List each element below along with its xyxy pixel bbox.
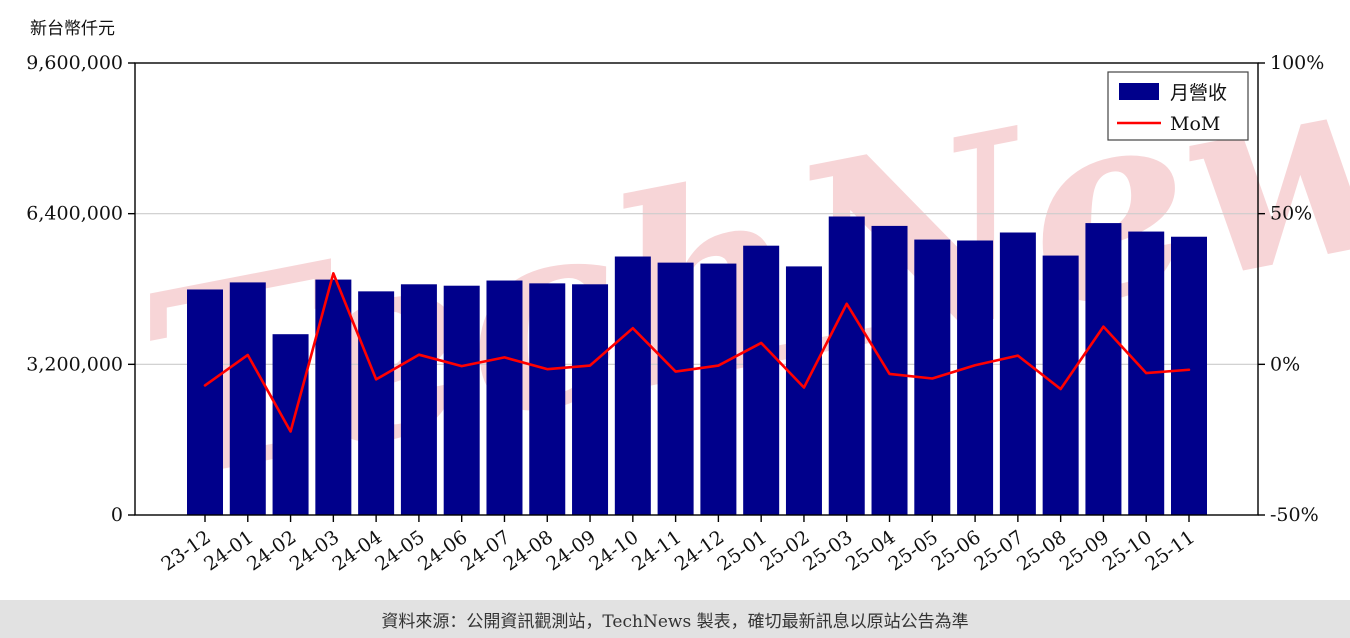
- x-axis-tick-label: 25-08: [1013, 526, 1070, 575]
- x-axis-tick-label: 24-12: [671, 526, 728, 575]
- revenue-bar: [229, 282, 266, 515]
- revenue-bar: [957, 240, 994, 516]
- x-axis-tick-label: 25-10: [1099, 526, 1156, 575]
- revenue-bar: [871, 225, 908, 516]
- legend: 月營收 MoM: [1107, 71, 1249, 141]
- x-axis-tick-label: 25-03: [799, 526, 856, 575]
- right-axis-tick-label: -50%: [1270, 504, 1319, 526]
- revenue-bar: [785, 266, 822, 515]
- right-axis-tick-label: 0%: [1270, 353, 1300, 375]
- revenue-bar: [999, 232, 1036, 515]
- y-axis-title: 新台幣仟元: [30, 19, 115, 39]
- x-axis-tick-label: 24-03: [286, 526, 343, 575]
- x-axis-tick-label: 24-10: [585, 526, 642, 575]
- left-axis-tick-label: 0: [111, 504, 123, 526]
- revenue-bar: [315, 279, 352, 515]
- x-axis-tick-label: 24-07: [457, 526, 514, 575]
- x-axis-tick-label: 24-08: [500, 526, 557, 575]
- legend-line-label: MoM: [1170, 113, 1220, 135]
- legend-bar-swatch: [1119, 83, 1159, 100]
- revenue-chart: TechNews03,200,0006,400,0009,600,000-50%…: [26, 0, 1350, 576]
- revenue-bar: [443, 285, 480, 515]
- x-axis-tick-label: 24-04: [329, 526, 386, 575]
- right-axis-tick-label: 100%: [1270, 52, 1324, 74]
- revenue-bar: [358, 291, 395, 515]
- x-axis-tick-label: 24-11: [628, 526, 685, 575]
- x-axis-tick-label: 24-02: [243, 526, 300, 575]
- revenue-bar: [1171, 236, 1207, 516]
- revenue-bar: [529, 283, 566, 515]
- revenue-bar: [486, 280, 523, 515]
- x-axis-tick-label: 25-04: [842, 526, 899, 575]
- revenue-bar: [400, 284, 437, 515]
- right-axis-tick-label: 50%: [1270, 203, 1312, 225]
- plot-frame: [134, 62, 1259, 516]
- revenue-bar: [614, 256, 651, 515]
- revenue-bar: [700, 263, 737, 515]
- x-axis-tick-label: 24-05: [371, 526, 428, 575]
- revenue-bar: [828, 216, 865, 515]
- x-axis-tick-label: 25-11: [1141, 526, 1198, 575]
- mom-line: [203, 272, 1191, 433]
- revenue-bar: [272, 334, 309, 515]
- x-axis-tick-label: 25-06: [927, 526, 984, 575]
- legend-bar-label: 月營收: [1170, 82, 1227, 104]
- x-axis-tick-label: 24-09: [542, 526, 599, 575]
- left-axis-tick-label: 6,400,000: [26, 203, 123, 225]
- footer-bar: 資料來源：公開資訊觀測站，TechNews 製表，確切最新訊息以原站公告為準: [0, 600, 1350, 638]
- revenue-bar: [743, 245, 780, 515]
- revenue-bar: [657, 262, 694, 515]
- revenue-bar: [1042, 255, 1079, 515]
- x-axis-tick-label: 24-06: [414, 526, 471, 575]
- x-axis-tick-label: 25-05: [885, 526, 942, 575]
- revenue-bar: [1085, 223, 1122, 516]
- x-axis-tick-label: 25-01: [714, 526, 771, 575]
- left-axis-tick-label: 9,600,000: [26, 52, 123, 74]
- footer-text: 資料來源：公開資訊觀測站，TechNews 製表，確切最新訊息以原站公告為準: [381, 611, 969, 632]
- x-axis-tick-label: 25-02: [756, 526, 813, 575]
- revenue-bar: [572, 284, 609, 515]
- left-axis-tick-label: 3,200,000: [26, 353, 123, 375]
- revenue-bar: [187, 289, 223, 515]
- x-axis-tick-label: 25-07: [970, 526, 1027, 575]
- x-axis-tick-label: 25-09: [1056, 526, 1113, 575]
